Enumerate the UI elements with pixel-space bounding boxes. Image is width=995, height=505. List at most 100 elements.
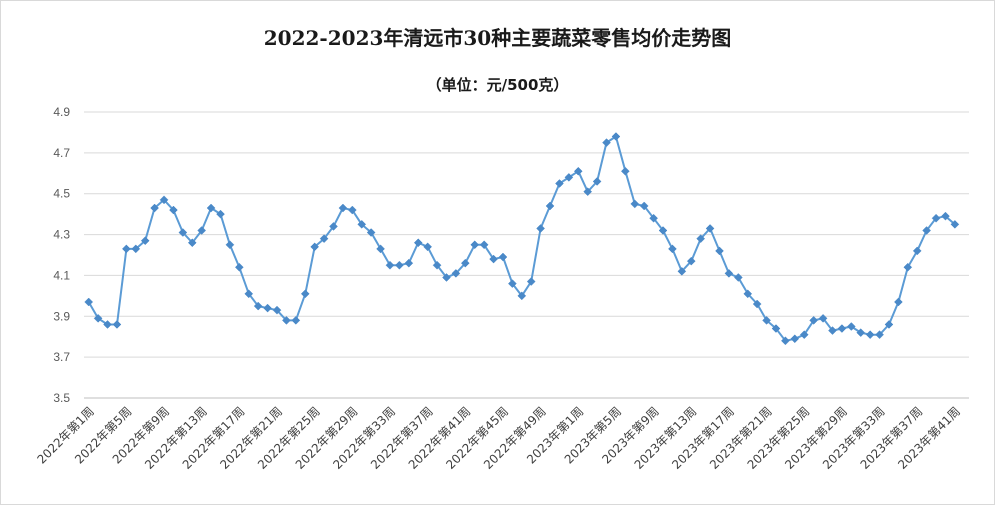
data-point (225, 240, 235, 250)
data-point (621, 166, 630, 176)
y-tick-label: 3.9 (53, 309, 70, 323)
data-point (489, 254, 498, 264)
data-point (131, 244, 141, 254)
data-point (912, 246, 922, 256)
series-line (87, 135, 956, 342)
data-point (282, 316, 291, 325)
data-point (460, 258, 470, 268)
data-point (517, 291, 527, 301)
data-point (884, 320, 894, 329)
data-point (573, 166, 583, 176)
data-point (781, 336, 790, 346)
data-point (941, 211, 950, 221)
data-point (234, 262, 244, 272)
data-point (216, 209, 225, 219)
data-point (931, 213, 941, 223)
data-point (310, 242, 320, 252)
data-point (837, 324, 847, 333)
data-point (432, 260, 442, 270)
data-point (950, 220, 960, 229)
data-point (357, 220, 367, 229)
data-point (630, 199, 640, 209)
data-point (197, 226, 207, 235)
y-tick-label: 3.7 (53, 350, 70, 364)
data-point (498, 252, 508, 262)
data-point (169, 205, 178, 215)
x-axis: 2022年第1周2022年第5周2022年第9周2022年第13周2022年第1… (34, 404, 963, 472)
data-point (206, 203, 216, 213)
data-point (752, 299, 762, 309)
data-point (479, 240, 489, 250)
data-point (894, 297, 903, 307)
data-point (329, 222, 338, 231)
data-point (376, 244, 385, 254)
data-point (159, 195, 169, 205)
data-point (140, 236, 150, 246)
data-point (122, 244, 131, 254)
data-point (658, 226, 668, 235)
data-point (319, 234, 329, 244)
data-point (404, 258, 414, 268)
data-point (583, 187, 593, 197)
data-point (338, 203, 348, 213)
gridlines (84, 111, 969, 399)
data-point (799, 330, 809, 340)
data-point (677, 266, 687, 276)
data-point (366, 228, 376, 237)
y-tick-label: 4.9 (53, 105, 70, 119)
data-point (413, 238, 423, 248)
data-point (470, 240, 480, 250)
data-point (244, 289, 254, 299)
chart-title: 2022-2023年清远市30种主要蔬菜零售均价走势图 (263, 26, 732, 50)
data-point (150, 203, 159, 213)
data-point (846, 322, 856, 331)
y-tick-label: 4.7 (53, 146, 70, 160)
data-point (705, 224, 715, 233)
data-point (84, 297, 94, 307)
data-point (347, 205, 357, 215)
data-point (668, 244, 677, 254)
data-point (93, 313, 103, 323)
data-point (771, 324, 781, 333)
data-point (263, 303, 272, 313)
data-point (300, 289, 310, 299)
data-point (762, 316, 771, 325)
data-point (922, 226, 931, 235)
data-point (743, 289, 753, 299)
data-point (715, 246, 724, 256)
data-point (686, 256, 696, 266)
data-point (875, 330, 884, 340)
y-axis: 3.5 3.7 3.9 4.1 4.3 4.5 4.7 4.9 (53, 105, 70, 405)
y-tick-label: 4.1 (53, 268, 70, 282)
data-point (790, 334, 800, 344)
data-point (508, 279, 517, 288)
data-point (103, 320, 112, 329)
data-point (856, 328, 866, 337)
y-tick-label: 4.5 (53, 187, 70, 201)
data-point (272, 305, 282, 315)
data-point (178, 228, 188, 237)
data-point (253, 301, 263, 311)
data-point (385, 260, 395, 270)
data-point (733, 273, 743, 282)
data-point (187, 238, 197, 248)
data-point (451, 269, 461, 278)
data-point (696, 234, 706, 244)
data-point (526, 277, 536, 286)
data-point (291, 316, 301, 325)
data-point (112, 320, 122, 329)
data-point (592, 177, 602, 186)
data-point (649, 213, 658, 223)
y-tick-label: 4.3 (53, 228, 70, 242)
data-point (828, 326, 837, 335)
data-point (555, 179, 564, 188)
data-point (545, 201, 555, 211)
data-point (442, 273, 451, 282)
plot-area (84, 132, 960, 346)
data-point (564, 173, 574, 182)
data-point (611, 132, 621, 141)
data-point (865, 330, 875, 340)
data-point (602, 138, 611, 147)
